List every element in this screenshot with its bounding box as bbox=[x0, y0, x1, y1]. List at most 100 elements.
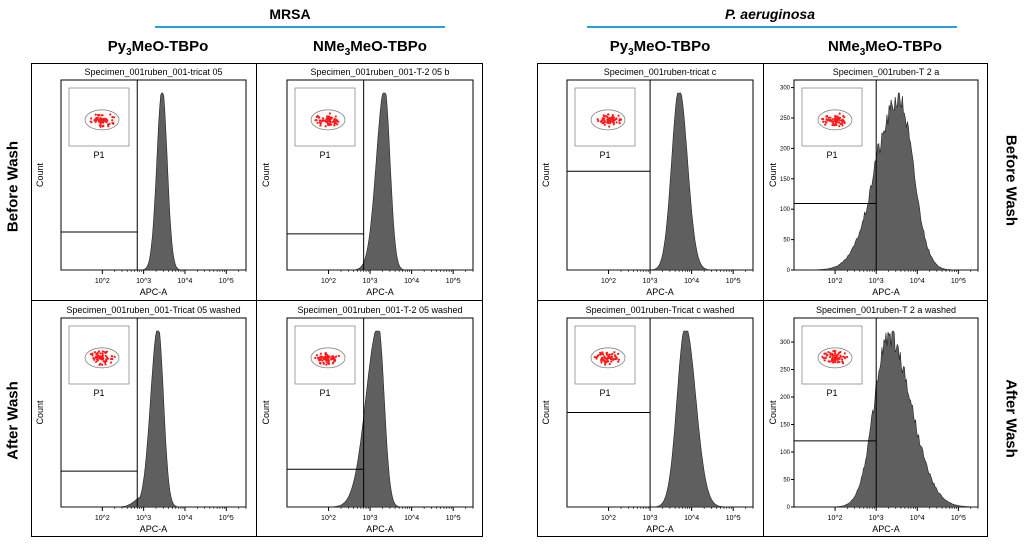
inset-point bbox=[103, 361, 107, 364]
inset-point bbox=[833, 360, 837, 364]
inset-point bbox=[610, 357, 613, 361]
inset-point bbox=[606, 121, 609, 124]
histogram-pa-nme3-after: Specimen_001ruben-T 2 a washed 10^2 10^3 10… bbox=[768, 305, 979, 534]
inset-point bbox=[113, 355, 116, 358]
x-tick-label: 10^4 bbox=[177, 515, 192, 522]
x-tick-label: 10^5 bbox=[951, 278, 966, 285]
inset-point bbox=[111, 119, 114, 122]
inset-plot bbox=[68, 325, 130, 385]
histogram-pa-nme3-before: Specimen_001ruben-T 2 a 10^2 10^3 10^4 10^5 0… bbox=[768, 67, 979, 297]
inset-point bbox=[111, 357, 114, 361]
histogram-title: Specimen_001ruben-Tricat c washed bbox=[586, 305, 735, 315]
inset-point bbox=[825, 121, 828, 124]
x-tick-label: 10^4 bbox=[177, 278, 192, 285]
x-tick-label: 10^3 bbox=[136, 515, 151, 522]
gate-outline bbox=[310, 347, 346, 369]
inset-point bbox=[601, 356, 604, 360]
inset-point bbox=[614, 355, 617, 358]
inset-point bbox=[111, 116, 114, 119]
y-tick-label: 150 bbox=[780, 423, 791, 429]
y-axis-label: Count bbox=[261, 400, 271, 425]
inset-point bbox=[95, 358, 99, 361]
inset-point bbox=[840, 358, 844, 361]
inset-label-p1: P1 bbox=[599, 388, 610, 398]
column-header: NMe3MeO-TBPo bbox=[828, 38, 942, 58]
inset-point bbox=[604, 363, 607, 366]
y-tick-label: 100 bbox=[780, 207, 791, 213]
inset-point bbox=[94, 113, 97, 116]
inset-point bbox=[617, 360, 620, 363]
inset-point bbox=[319, 124, 322, 127]
inset-point bbox=[94, 360, 98, 363]
inset-point bbox=[107, 125, 110, 128]
inset-point bbox=[837, 356, 841, 359]
inset-point bbox=[99, 122, 102, 125]
inset-point bbox=[827, 360, 830, 363]
inset-point bbox=[613, 351, 616, 354]
x-tick-label: 10^5 bbox=[726, 515, 741, 522]
gate-outline bbox=[817, 109, 853, 131]
y-tick-label: 250 bbox=[780, 116, 791, 122]
inset-point bbox=[99, 362, 102, 365]
inset-point bbox=[834, 116, 837, 120]
x-tick-label: 10^4 bbox=[404, 278, 419, 285]
x-tick-label: 10^3 bbox=[643, 278, 658, 285]
x-tick-label: 10^2 bbox=[95, 278, 110, 285]
y-tick-label: 200 bbox=[780, 395, 791, 401]
inset-point bbox=[333, 358, 337, 362]
inset-point bbox=[838, 112, 841, 115]
inset-point bbox=[325, 117, 328, 120]
inset-point bbox=[829, 352, 832, 355]
inset-plot bbox=[294, 87, 356, 147]
inset-point bbox=[832, 354, 835, 357]
inset-point bbox=[823, 359, 826, 362]
inset-point bbox=[332, 120, 335, 123]
x-axis-label: APC-A bbox=[646, 287, 674, 297]
inset-point bbox=[326, 356, 329, 360]
histogram-mrsa-py3-after: Specimen_001ruben_001-Tricat 05 washed 10… bbox=[35, 305, 247, 534]
x-axis-label: APC-A bbox=[872, 287, 900, 297]
inset-point bbox=[611, 115, 614, 118]
inset-point bbox=[617, 114, 620, 117]
inset-point bbox=[603, 117, 606, 120]
column-header: NMe3MeO-TBPo bbox=[313, 38, 427, 58]
inset-point bbox=[95, 355, 98, 358]
inset-label-p1: P1 bbox=[319, 388, 330, 398]
inset-point bbox=[109, 361, 113, 364]
inset-point bbox=[839, 355, 843, 358]
inset-point bbox=[596, 355, 599, 358]
inset-point bbox=[610, 355, 614, 359]
inset-point bbox=[835, 354, 838, 357]
inset-label-p1: P1 bbox=[599, 150, 610, 160]
histogram-title: Specimen_001ruben-T 2 a bbox=[833, 67, 939, 77]
row-label-before-wash-right: Before Wash bbox=[1002, 134, 1020, 227]
inset-point bbox=[98, 113, 101, 117]
inset-point bbox=[612, 357, 615, 361]
histogram-bars bbox=[567, 330, 753, 508]
x-axis-label: APC-A bbox=[140, 524, 168, 534]
inset-point bbox=[612, 121, 615, 124]
inset-point bbox=[824, 356, 827, 359]
inset-point bbox=[596, 118, 599, 121]
inset-point bbox=[615, 117, 618, 121]
grid-divider bbox=[537, 300, 988, 301]
inset-point bbox=[836, 361, 839, 364]
inset-point bbox=[603, 357, 606, 360]
inset-point bbox=[91, 354, 94, 357]
inset-point bbox=[823, 352, 826, 355]
inset-point bbox=[834, 352, 837, 355]
inset-point bbox=[615, 356, 618, 360]
inset-point bbox=[333, 356, 336, 359]
inset-plot bbox=[574, 87, 636, 147]
inset-point bbox=[327, 118, 330, 121]
inset-point bbox=[828, 355, 832, 359]
inset-point bbox=[603, 359, 607, 363]
x-tick-label: 10^2 bbox=[828, 515, 843, 522]
gate-outline bbox=[590, 347, 626, 369]
group-rule-mrsa bbox=[155, 26, 445, 28]
inset-point bbox=[101, 350, 104, 353]
inset-point bbox=[317, 116, 320, 119]
inset-point bbox=[326, 353, 329, 356]
row-label-before-wash-left: Before Wash bbox=[4, 140, 22, 233]
histogram-bars bbox=[287, 92, 473, 271]
